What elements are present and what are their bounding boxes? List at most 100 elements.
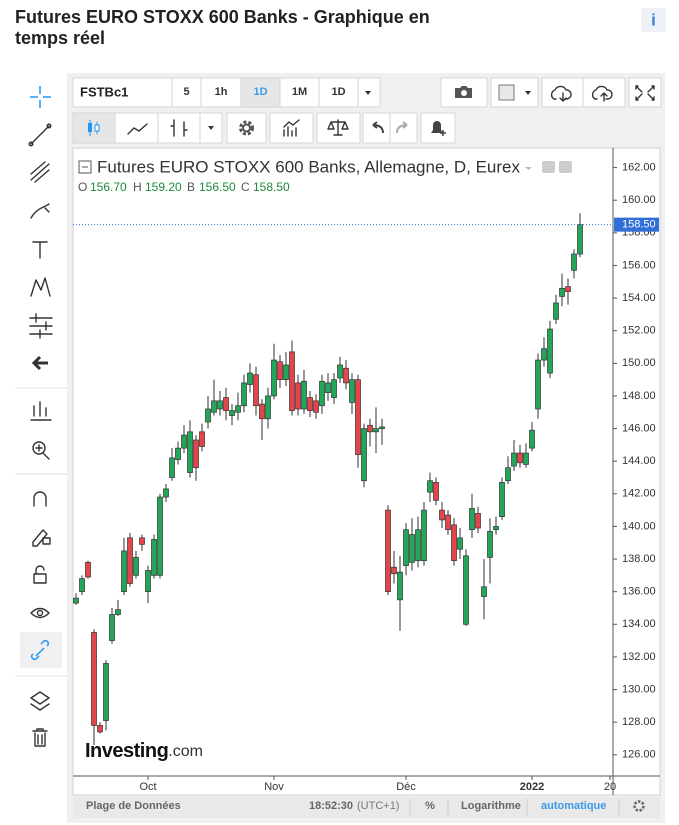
page-title: temps réel: [15, 28, 105, 48]
load-button[interactable]: [541, 77, 584, 108]
ohlc-value: 159.20: [145, 180, 182, 194]
line-button[interactable]: [114, 112, 159, 144]
candle-body: [217, 400, 223, 410]
candle-body: [139, 537, 145, 545]
brush-tool[interactable]: [30, 203, 50, 219]
x-tick-label: Oct: [139, 781, 156, 793]
candle-body: [415, 529, 421, 562]
lock-draw-tool[interactable]: [32, 529, 51, 547]
crosshair-tool[interactable]: [30, 86, 51, 108]
candle-body: [175, 447, 181, 460]
candle-body: [247, 372, 253, 385]
zoom-tool[interactable]: [32, 441, 50, 460]
interval-button[interactable]: [279, 77, 320, 108]
interval-label[interactable]: 1h: [215, 86, 228, 98]
timezone[interactable]: (UTC+1): [357, 800, 399, 812]
candle-body: [535, 359, 541, 410]
candle-body: [127, 537, 133, 584]
symbol-input[interactable]: [72, 77, 173, 108]
interval-label[interactable]: 1D: [253, 86, 267, 98]
line-tool[interactable]: [28, 123, 52, 147]
y-tick-label: 144.00: [622, 455, 656, 467]
delete-tool[interactable]: [32, 728, 48, 747]
interval-label[interactable]: 1M: [292, 86, 307, 98]
top-toolbar: FSTBc1 5 1h 1D 1M 1D: [72, 77, 662, 144]
candle-body: [157, 496, 163, 576]
percent-toggle[interactable]: %: [425, 800, 435, 812]
log-toggle[interactable]: Logarithme: [461, 800, 521, 812]
candle-body: [379, 426, 385, 429]
info-icon[interactable]: i: [651, 10, 656, 29]
hide-toolbar[interactable]: [31, 355, 48, 371]
candle-body: [301, 380, 307, 410]
interval-button-active[interactable]: [240, 77, 281, 108]
candle-body: [475, 513, 481, 529]
candle-body: [79, 578, 85, 593]
candle-body: [295, 382, 301, 410]
candle-body: [499, 482, 505, 517]
magnet-tool[interactable]: [33, 491, 47, 507]
page-title: Futures EURO STOXX 600 Banks - Graphique…: [15, 7, 430, 27]
y-tick-label: 128.00: [622, 716, 656, 728]
candle-body: [367, 424, 373, 433]
candle-body: [373, 428, 379, 433]
candle-body: [559, 287, 565, 297]
candle-body: [391, 566, 397, 575]
symbol[interactable]: FSTBc1: [80, 84, 128, 99]
fullscreen-button[interactable]: [628, 77, 662, 108]
auto-toggle[interactable]: automatique: [541, 800, 606, 812]
lock-tool[interactable]: [33, 565, 47, 584]
candle-body: [85, 561, 91, 578]
legend-settings[interactable]: [559, 161, 572, 173]
candle-body: [289, 351, 295, 411]
visibility-tool[interactable]: [30, 607, 50, 619]
interval-label[interactable]: 1D: [331, 86, 345, 98]
candle-body: [571, 253, 577, 271]
legend-visibility[interactable]: [542, 161, 555, 173]
candle-body: [511, 452, 517, 467]
y-tick-label: 156.00: [622, 259, 656, 271]
interval-label[interactable]: 5: [183, 86, 189, 98]
pattern-tool[interactable]: [30, 277, 51, 297]
bars-button[interactable]: [157, 112, 201, 144]
layers-tool[interactable]: [30, 691, 50, 711]
y-tick-label: 140.00: [622, 520, 656, 532]
candle-body: [235, 405, 241, 413]
redo-button[interactable]: [389, 112, 418, 144]
info-button[interactable]: [641, 8, 666, 32]
measure-tool[interactable]: [29, 313, 53, 339]
indicators-button[interactable]: [269, 112, 314, 144]
candle-body: [319, 380, 325, 407]
candle-body: [421, 509, 427, 562]
chart-type-tool[interactable]: [30, 401, 52, 421]
y-tick-label: 134.00: [622, 618, 656, 630]
interval-button[interactable]: [200, 77, 242, 108]
candles-button[interactable]: [72, 112, 116, 144]
compare-button[interactable]: [316, 112, 361, 144]
candle-body: [463, 555, 469, 625]
candle-body: [331, 379, 337, 398]
candle-body: [115, 609, 121, 615]
watermark-brand: Investing: [85, 740, 168, 762]
settings-button[interactable]: [226, 112, 267, 144]
chart-title: Futures EURO STOXX 600 Banks, Allemagne,…: [97, 157, 520, 176]
candle-body: [361, 428, 367, 482]
candle-body: [445, 514, 451, 531]
x-tick-label: 2022: [520, 781, 544, 793]
candle-body: [133, 557, 139, 576]
screenshot-button[interactable]: [440, 77, 488, 108]
data-range[interactable]: Plage de Données: [86, 800, 181, 812]
interval-button[interactable]: [171, 77, 202, 108]
candle-body: [403, 529, 409, 566]
y-tick-label: 150.00: [622, 357, 656, 369]
link-tool[interactable]: [30, 639, 50, 661]
candle-body: [385, 509, 391, 593]
alert-button[interactable]: [420, 112, 456, 144]
axis-settings[interactable]: [633, 800, 645, 812]
candle-body: [517, 452, 523, 464]
fib-tool[interactable]: [30, 161, 50, 183]
candles: [73, 213, 583, 746]
candle-body: [529, 429, 535, 449]
text-tool[interactable]: [32, 241, 48, 259]
interval-menu[interactable]: [318, 77, 359, 108]
